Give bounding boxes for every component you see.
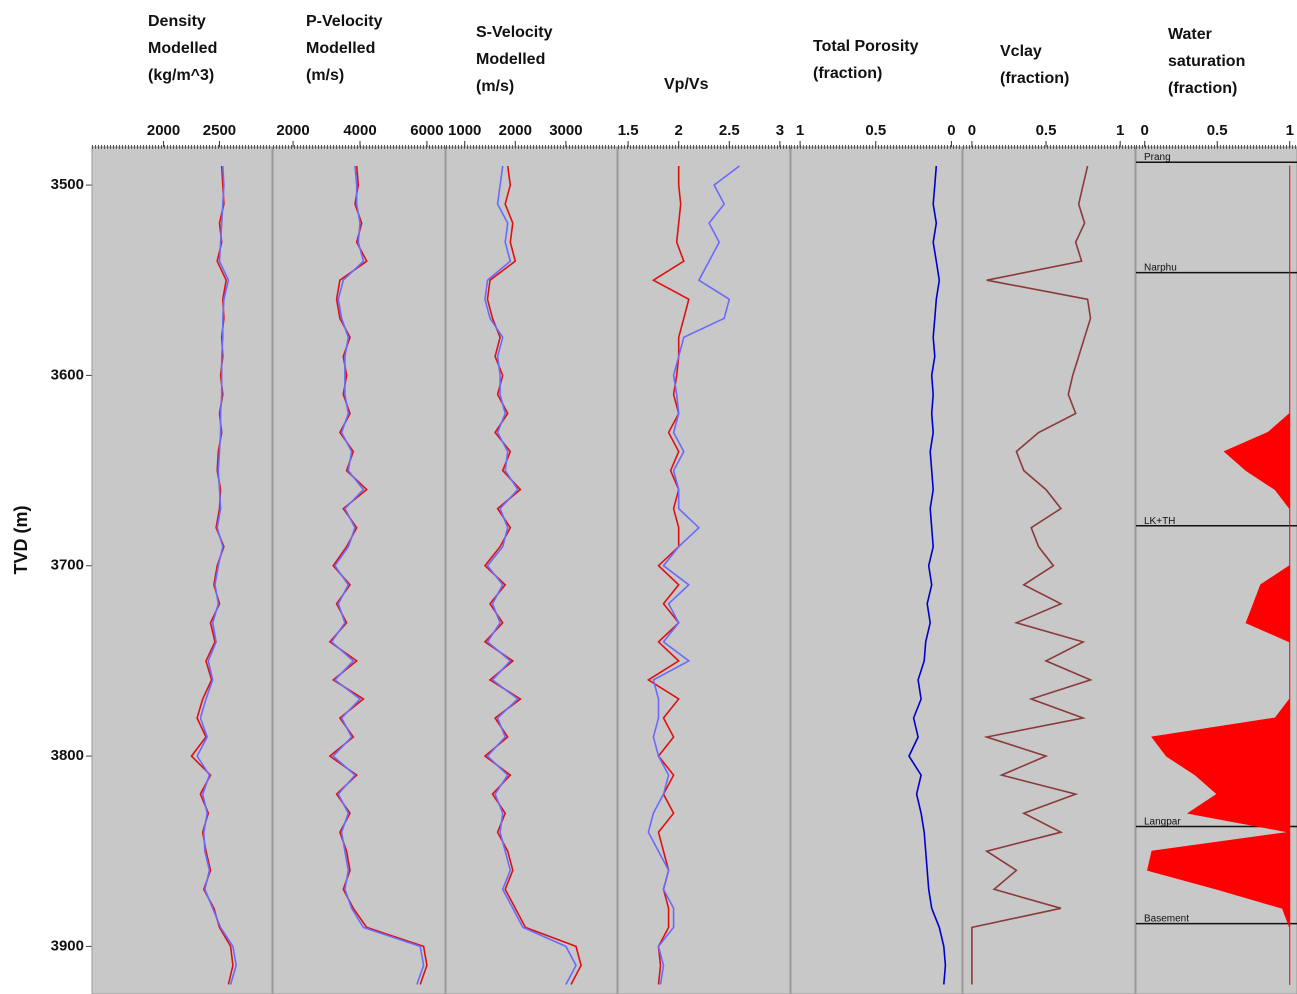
track-background (617, 146, 791, 994)
track-title: Vp/Vs (664, 76, 709, 93)
y-tick-label: 3500 (51, 176, 84, 193)
log-curve (330, 165, 425, 985)
y-axis-label: TVD (m) (11, 506, 31, 575)
y-tick-label: 3600 (51, 366, 84, 383)
track-title: P-Velocity (306, 13, 383, 30)
formation-label: Prang (1144, 152, 1171, 163)
x-tick-label: 0 (968, 122, 976, 139)
log-curve (647, 165, 740, 985)
x-tick-label: 1 (1286, 122, 1294, 139)
track-title: (m/s) (476, 78, 514, 95)
track-title: Total Porosity (813, 38, 919, 55)
x-tick-label: 3000 (549, 122, 582, 139)
track-title: saturation (1168, 53, 1245, 70)
log-curve (971, 165, 1093, 985)
track-background (91, 146, 273, 994)
track-title: (fraction) (1168, 80, 1237, 97)
x-tick-label: 1.5 (618, 122, 639, 139)
y-tick-label: 3900 (51, 937, 84, 954)
x-tick-label: 2000 (499, 122, 532, 139)
x-tick-label: 2.5 (719, 122, 740, 139)
formation-label: Narphu (1144, 263, 1177, 274)
x-tick-label: 2500 (203, 122, 236, 139)
x-tick-label: 0 (1141, 122, 1149, 139)
track-background (272, 146, 446, 994)
x-tick-label: 2000 (276, 122, 309, 139)
x-tick-label: 2000 (147, 122, 180, 139)
track-title: (m/s) (306, 67, 344, 84)
x-tick-label: 0.5 (865, 122, 886, 139)
x-tick-label: 1 (796, 122, 804, 139)
track-background (445, 146, 618, 994)
track-title: Modelled (148, 40, 217, 57)
track-title: Water (1168, 26, 1212, 43)
track-background (790, 146, 963, 994)
track-title: (fraction) (1000, 70, 1069, 87)
x-tick-label: 3 (776, 122, 784, 139)
x-tick-label: 4000 (343, 122, 376, 139)
y-tick-label: 3800 (51, 747, 84, 764)
x-tick-label: 6000 (410, 122, 443, 139)
x-tick-label: 1000 (448, 122, 481, 139)
log-curve (196, 165, 238, 985)
x-tick-label: 2 (675, 122, 683, 139)
track-title: S-Velocity (476, 24, 553, 41)
x-tick-label: 0.5 (1036, 122, 1057, 139)
track-title: (kg/m^3) (148, 67, 214, 84)
x-tick-label: 0 (947, 122, 955, 139)
y-tick-label: 3700 (51, 557, 84, 574)
x-tick-label: 0.5 (1207, 122, 1228, 139)
x-tick-label: 1 (1116, 122, 1124, 139)
log-curve (484, 165, 577, 985)
track-title: Density (148, 13, 206, 30)
saturation-area (1147, 165, 1291, 985)
formation-label: LK+TH (1144, 516, 1175, 527)
formation-label: Langpar (1144, 817, 1181, 828)
formation-label: Basement (1144, 914, 1189, 925)
track-background (962, 146, 1136, 994)
log-curve (908, 165, 947, 985)
track-title: Modelled (476, 51, 545, 68)
track-title: Vclay (1000, 43, 1042, 60)
track-title: Modelled (306, 40, 375, 57)
log-curve (646, 166, 690, 985)
track-title: (fraction) (813, 65, 882, 82)
